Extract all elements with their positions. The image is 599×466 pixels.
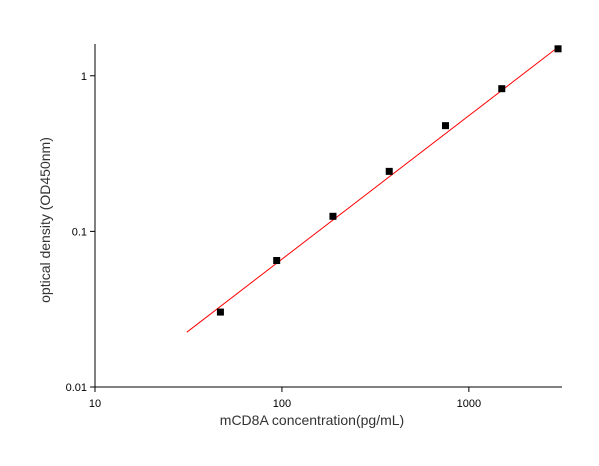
point: [216, 308, 224, 316]
point: [329, 212, 337, 220]
y-tick-label: 0.01: [66, 382, 87, 394]
x-axis-label: mCD8A concentration(pg/mL): [220, 412, 404, 428]
y-axis-label: optical density (OD450nm): [37, 137, 53, 303]
x-tick-label: 100: [273, 398, 291, 410]
point: [498, 85, 506, 93]
x-tick-label: 1000: [457, 398, 481, 410]
x-tick-label: 10: [89, 398, 101, 410]
y-tick-label: 0.1: [72, 226, 87, 238]
point: [385, 167, 393, 175]
point: [273, 256, 281, 264]
fit-line: [186, 45, 560, 333]
y-tick-label: 1: [81, 71, 87, 83]
point: [441, 122, 449, 130]
point: [554, 45, 562, 53]
